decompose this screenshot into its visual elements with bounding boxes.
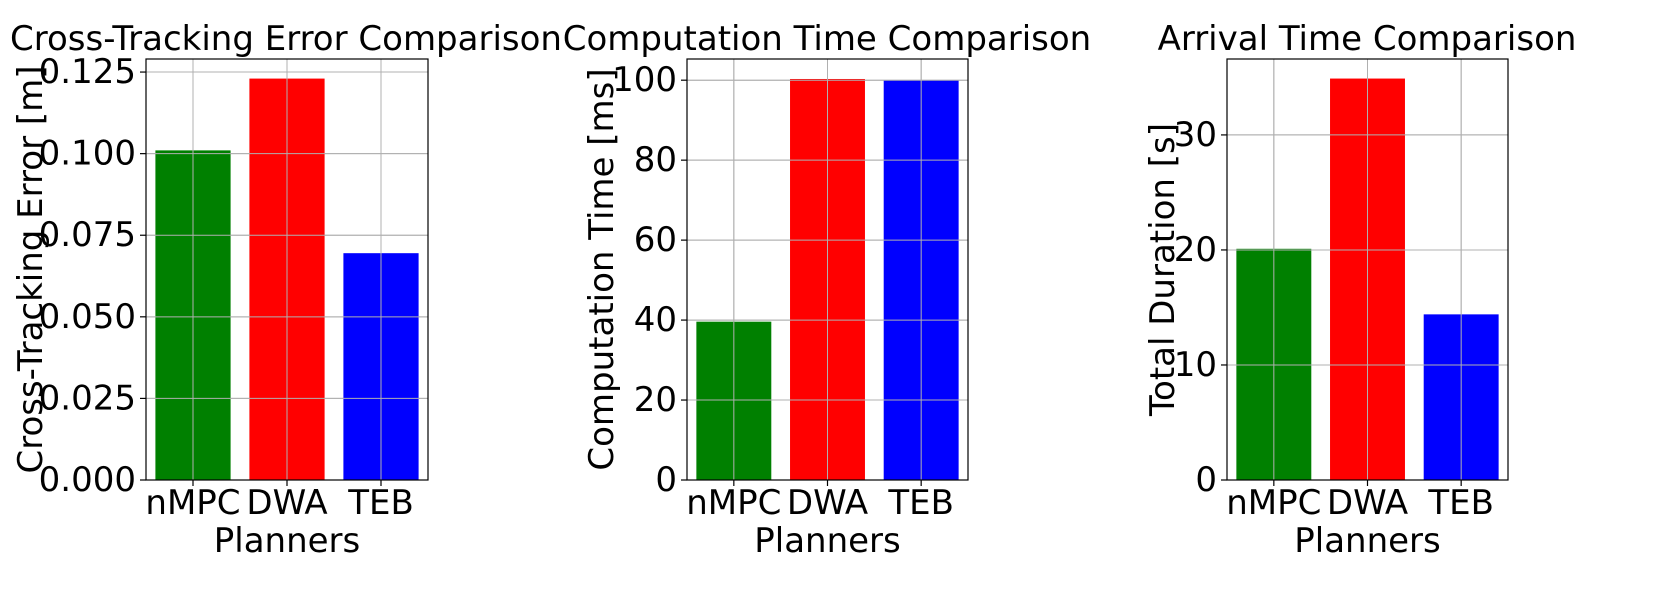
y-tick-label: 0.125 [39, 52, 136, 92]
x-tick-label: TEB [347, 483, 414, 523]
chart-title: Arrival Time Comparison [1158, 19, 1577, 59]
y-tick-label: 0.100 [39, 134, 136, 174]
y-tick-label: 60 [634, 220, 677, 260]
y-tick-label: 0.000 [39, 460, 136, 500]
y-tick-label: 0.050 [39, 297, 136, 337]
y-axis-label: Cross-Tracking Error [m] [11, 65, 51, 473]
y-tick-label: 80 [634, 140, 677, 180]
x-tick-label: DWA [246, 483, 327, 523]
x-axis-label: Planners [214, 521, 361, 561]
x-tick-label: TEB [1427, 483, 1494, 523]
x-tick-label: DWA [787, 483, 868, 523]
x-tick-label: DWA [1327, 483, 1408, 523]
x-tick-label: TEB [887, 483, 954, 523]
y-tick-label: 20 [1174, 230, 1217, 270]
x-tick-label: nMPC [1226, 483, 1321, 523]
y-tick-label: 100 [612, 60, 677, 100]
y-tick-label: 0 [655, 460, 677, 500]
x-axis-label: Planners [1294, 521, 1441, 561]
x-tick-label: nMPC [145, 483, 240, 523]
y-tick-label: 0 [1195, 460, 1217, 500]
chart-title: Cross-Tracking Error Comparison [10, 19, 562, 59]
y-tick-label: 30 [1174, 115, 1217, 155]
chart-panel-3: 0 10 20 30 nMPC DWA TEB Arrival Time Comparison… [1143, 19, 1576, 561]
chart-panel-2: 0 20 40 60 80 100 nMPC DWA TEB Computation Time C… [563, 19, 1091, 561]
y-tick-label: 20 [634, 380, 677, 420]
x-tick-label: nMPC [686, 483, 781, 523]
y-tick-label: 0.025 [39, 378, 136, 418]
y-axis-label: Total Duration [s] [1143, 123, 1183, 417]
chart-title: Computation Time Comparison [563, 19, 1091, 59]
y-tick-label: 0.075 [39, 215, 136, 255]
y-axis-label: Computation Time [ms] [582, 68, 622, 470]
y-tick-label: 40 [634, 300, 677, 340]
y-tick-label: 10 [1174, 345, 1217, 385]
chart-panel-1: 0.000 0.025 0.050 0.075 0.100 0.125 nMPC DWA TEB… [10, 19, 562, 561]
x-axis-label: Planners [754, 521, 901, 561]
